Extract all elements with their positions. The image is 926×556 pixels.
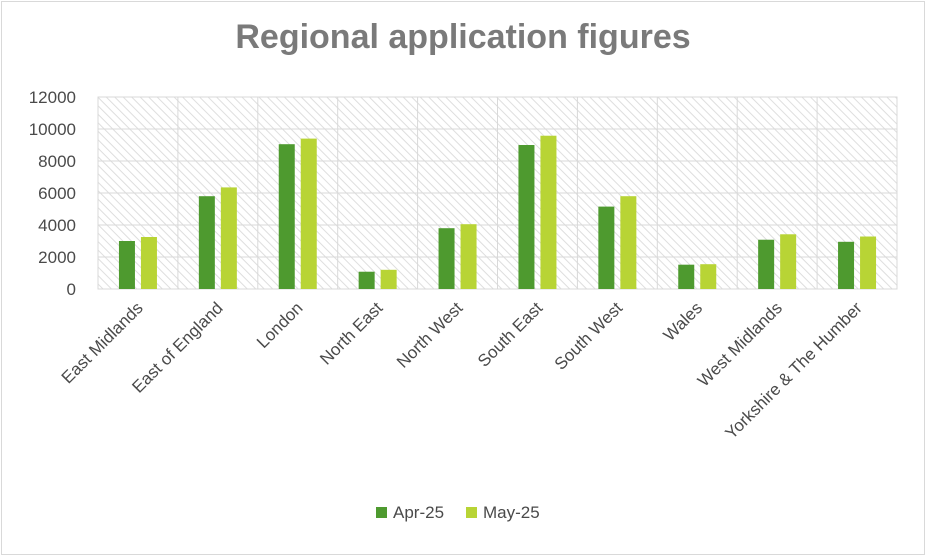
x-tick-label: Yorkshire & The Humber — [721, 298, 866, 443]
bar — [278, 144, 295, 289]
bar — [700, 264, 717, 289]
bar — [620, 196, 637, 289]
legend-label: May-25 — [483, 503, 540, 522]
bar — [220, 187, 237, 289]
legend-label: Apr-25 — [393, 503, 444, 522]
bar — [358, 271, 375, 289]
x-tick-label: London — [253, 298, 307, 352]
bar — [518, 145, 535, 289]
bar — [540, 135, 557, 289]
bar — [780, 234, 797, 289]
bar — [380, 269, 397, 289]
bar — [198, 196, 215, 289]
x-tick-label: East Midlands — [58, 298, 147, 387]
y-tick-label: 10000 — [29, 120, 76, 139]
bar — [758, 239, 775, 289]
y-tick-label: 12000 — [29, 88, 76, 107]
bar — [598, 206, 615, 289]
y-tick-label: 4000 — [38, 216, 76, 235]
x-tick-label: South West — [551, 298, 627, 374]
legend-swatch — [466, 507, 477, 518]
bar — [438, 228, 455, 289]
chart-title: Regional application figures — [235, 18, 691, 56]
x-tick-label: South East — [474, 298, 546, 370]
y-tick-label: 8000 — [38, 152, 76, 171]
bar — [678, 264, 695, 289]
x-tick-label: North West — [393, 298, 467, 372]
bar — [838, 241, 855, 289]
y-tick-label: 2000 — [38, 248, 76, 267]
y-tick-label: 6000 — [38, 184, 76, 203]
bar — [140, 237, 157, 289]
y-tick-label: 0 — [67, 280, 76, 299]
bar — [460, 224, 477, 289]
legend-swatch — [376, 507, 387, 518]
x-tick-label: West Midlands — [694, 298, 786, 390]
bar — [300, 138, 317, 289]
x-tick-label: Wales — [660, 298, 706, 344]
bar — [860, 236, 877, 289]
bar — [118, 241, 135, 289]
x-tick-label: North East — [316, 298, 386, 368]
